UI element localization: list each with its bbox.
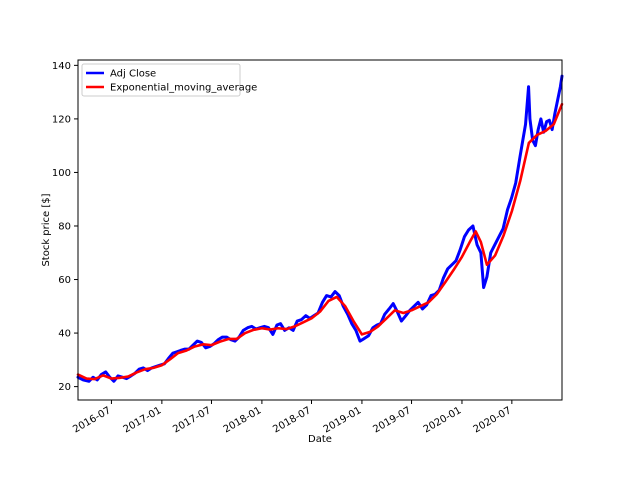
x-tick-label: 2020-01 [422, 405, 464, 435]
y-tick-label: 40 [58, 329, 71, 340]
plot-frame [77, 59, 563, 401]
x-axis: 2016-07 2017-01 2017-07 2018-01 2018-07 2019-… [71, 400, 513, 435]
legend: Adj Close Exponential_moving_average [81, 63, 257, 97]
x-tick-label: 2017-07 [171, 405, 213, 435]
x-tick-label: 2017-01 [122, 405, 164, 435]
x-tick-label: 2019-07 [371, 405, 413, 435]
y-tick-label: 60 [58, 275, 71, 286]
x-tick-label: 2018-07 [271, 405, 313, 435]
plot-area [76, 74, 564, 383]
x-axis-label: Date [308, 434, 332, 445]
y-tick-label: 120 [52, 114, 71, 125]
series-line-adj-close [76, 74, 564, 383]
x-tick-label: 2019-01 [322, 405, 364, 435]
legend-label-ema: Exponential_moving_average [110, 83, 257, 94]
x-tick-label: 2016-07 [71, 405, 113, 435]
y-axis: 20 40 60 80 100 120 140 [52, 61, 78, 393]
legend-label-adj-close: Adj Close [110, 69, 156, 80]
legend-box [81, 63, 241, 97]
y-tick-label: 20 [58, 382, 71, 393]
x-tick-label: 2020-07 [472, 405, 514, 435]
x-tick-label: 2018-01 [222, 405, 264, 435]
y-axis-label: Stock price [$] [41, 193, 52, 266]
series-line-exponential-moving-average [76, 102, 564, 381]
y-tick-label: 140 [52, 61, 71, 72]
y-tick-label: 100 [52, 168, 71, 179]
y-tick-label: 80 [58, 221, 71, 232]
